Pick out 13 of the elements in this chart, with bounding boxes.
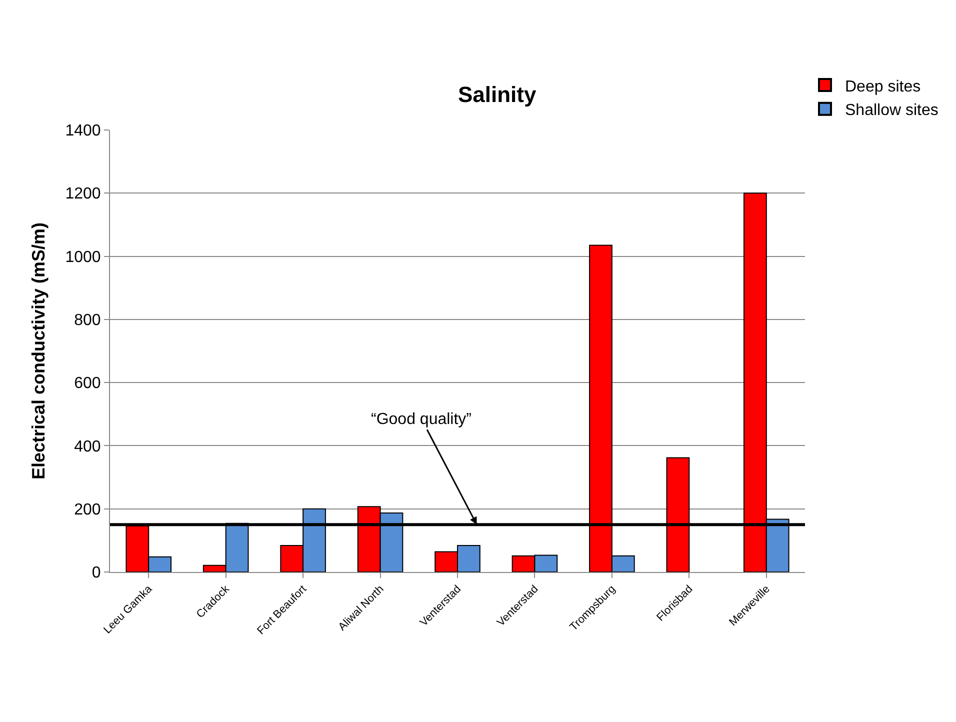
y-tick-label: 1000 — [65, 248, 101, 266]
y-tick-label: 1200 — [65, 186, 101, 203]
y-axis-title: Electrical conductivity (mS/m) — [28, 222, 48, 480]
legend-label: Deep sites — [845, 78, 921, 96]
y-tick-label: 400 — [74, 438, 101, 456]
y-tick-label: 800 — [74, 312, 101, 330]
y-tick-label: 600 — [74, 375, 101, 392]
y-tick-label: 1400 — [65, 122, 101, 140]
legend-label: Shallow sites — [845, 102, 938, 120]
y-tick-label: 0 — [92, 564, 101, 582]
ref-line-label: “Good quality” — [371, 411, 472, 428]
y-tick-label: 200 — [74, 501, 101, 518]
chart-title: Salinity — [458, 82, 538, 108]
